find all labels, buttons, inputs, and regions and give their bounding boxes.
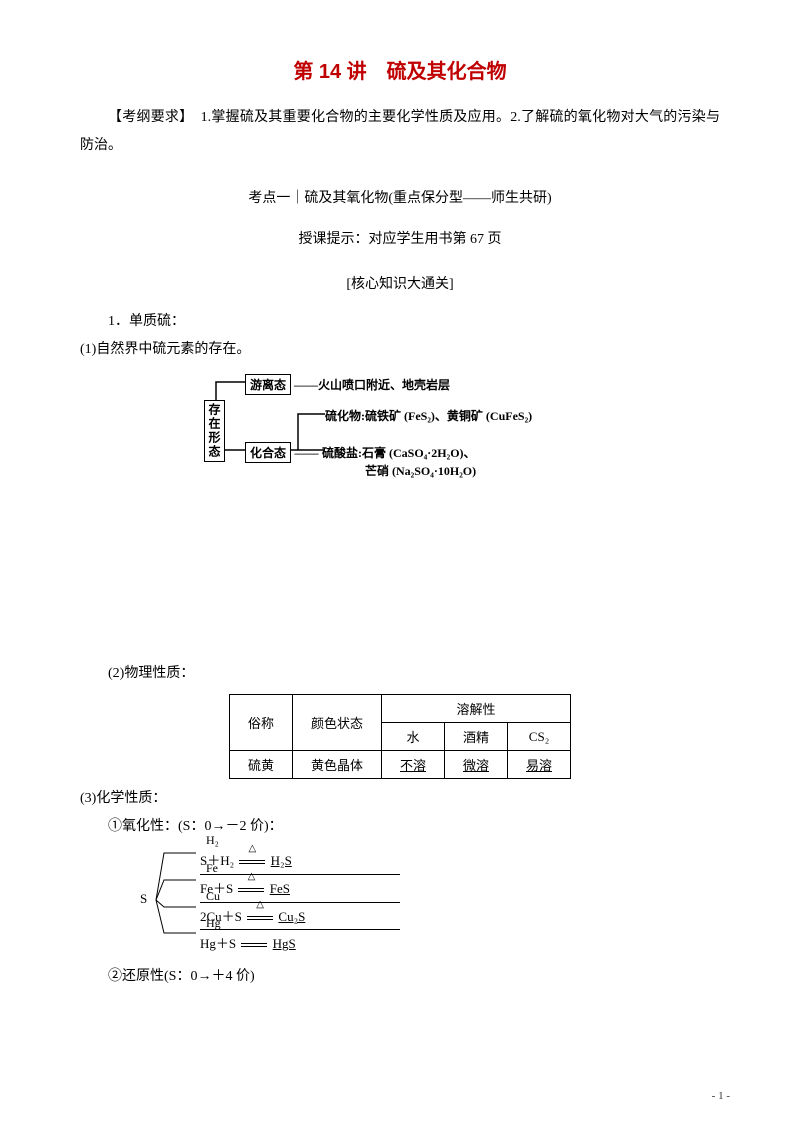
reaction-diagram: S H₂ S＋H₂ △ H₂S Fe Fe＋S △ FeS Cu 2Cu＋S △… [140, 847, 720, 957]
th-solubility: 溶解性 [381, 695, 570, 723]
branch-free-text: ——火山喷口附近、地壳岩层 [294, 378, 450, 392]
section-heading-1: 考点一｜硫及其氧化物(重点保分型——师生共研) [80, 184, 720, 215]
section-subheading: 授课提示：对应学生用书第 67 页 [80, 225, 720, 256]
rxn-cu-label: Cu [206, 885, 220, 908]
th-cs2: CS₂ [508, 723, 571, 751]
intro-label: 【考纲要求】 [108, 110, 186, 125]
page-title: 第 14 讲 硫及其化合物 [80, 55, 720, 84]
physical-properties-table: 俗称 颜色状态 溶解性 水 酒精 CS₂ 硫黄 黄色晶体 不溶 微溶 易溶 [229, 694, 571, 779]
rxn-hg-label: Hg [206, 912, 221, 935]
branch-free: 游离态 [245, 374, 291, 395]
brace-icon [154, 845, 204, 955]
item-1-2: (2)物理性质： [80, 660, 720, 688]
reaction-root: S [140, 891, 147, 907]
rxn-fe-label: Fe [206, 857, 218, 880]
rxn-h2-label: H₂ [206, 829, 219, 852]
sulfate-text: 硫酸盐:石膏 (CaSO₄·2H₂O)、 [322, 446, 476, 460]
item-1-1: (1)自然界中硫元素的存在。 [80, 336, 720, 364]
td-name: 硫黄 [229, 751, 292, 779]
th-alcohol: 酒精 [445, 723, 508, 751]
td-color: 黄色晶体 [292, 751, 381, 779]
sulfate-text-2: 芒硝 (Na₂SO₄·10H₂O) [365, 462, 476, 479]
sulfide-text: 硫化物:硫铁矿 (FeS₂)、黄铜矿 (CuFeS₂) [325, 407, 532, 424]
existence-diagram: 存在形态 游离态 ——火山喷口附近、地壳岩层 硫化物:硫铁矿 (FeS₂)、黄铜… [190, 372, 610, 482]
th-water: 水 [381, 723, 444, 751]
item-1-3: (3)化学性质： [80, 785, 720, 813]
rxn-hg-eq: Hg＋S HgS [200, 936, 296, 951]
page-number: - 1 - [712, 1090, 730, 1102]
reduction-label: ②还原性(S：0→＋4 价) [80, 963, 720, 991]
branch-compound: 化合态 [245, 442, 291, 463]
th-name: 俗称 [229, 695, 292, 751]
td-alcohol: 微溶 [445, 751, 508, 779]
th-color: 颜色状态 [292, 695, 381, 751]
item-1: 1．单质硫： [80, 308, 720, 336]
intro-paragraph: 【考纲要求】 1.掌握硫及其重要化合物的主要化学性质及应用。2.了解硫的氧化物对… [80, 104, 720, 160]
oxidation-label: ①氧化性：(S：0→－2 价)： [80, 813, 720, 841]
root-box: 存在形态 [204, 400, 225, 462]
td-water: 不溶 [381, 751, 444, 779]
core-knowledge: [核心知识大通关] [80, 270, 720, 301]
td-cs2: 易溶 [508, 751, 571, 779]
